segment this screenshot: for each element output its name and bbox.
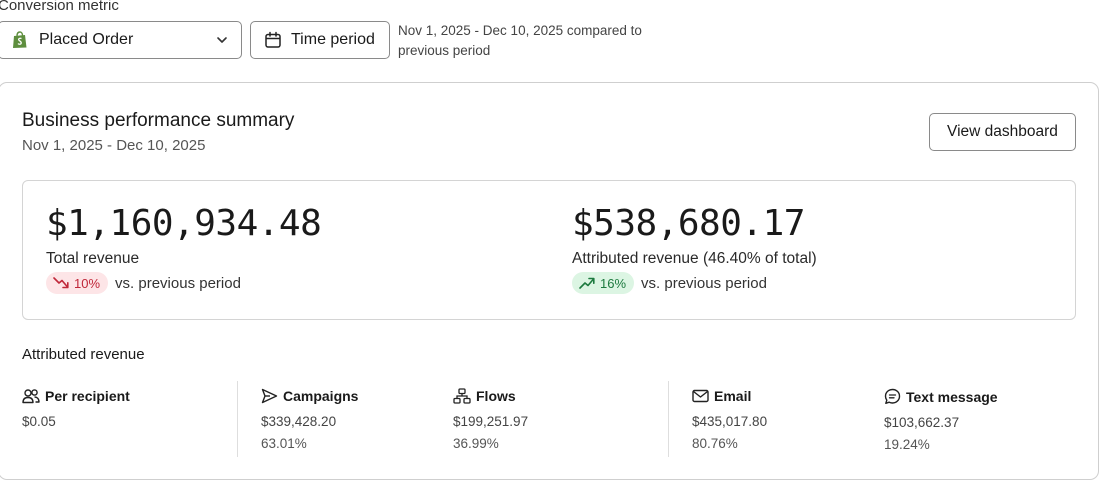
metric-flows: Flows $199,251.97 36.99% — [453, 388, 528, 451]
attributed-revenue-change: 16% vs. previous period — [572, 272, 817, 294]
negative-change-badge: 10% — [46, 272, 109, 294]
metric-percent: 63.01% — [261, 436, 307, 451]
conversion-metric-label: Conversion metric — [0, 0, 119, 14]
time-period-label: Time period — [291, 31, 375, 48]
metric-label: Flows — [476, 388, 516, 404]
conversion-metric-select[interactable]: Placed Order — [0, 21, 242, 59]
revenue-totals-panel: $1,160,934.48 Total revenue 10% vs. prev… — [22, 180, 1076, 320]
view-dashboard-button[interactable]: View dashboard — [929, 113, 1076, 151]
metric-per-recipient: Per recipient $0.05 — [22, 388, 130, 429]
attributed-revenue-heading: Attributed revenue — [22, 346, 145, 363]
total-change-suffix: vs. previous period — [115, 274, 241, 292]
total-revenue-label: Total revenue — [46, 250, 140, 267]
positive-change-badge: 16% — [572, 272, 635, 294]
conversion-metric-value: Placed Order — [39, 31, 134, 48]
message-icon — [884, 388, 901, 404]
calendar-icon — [265, 31, 281, 48]
metric-label: Campaigns — [283, 388, 359, 404]
attributed-revenue-amount: $538,680.17 — [572, 203, 805, 244]
comparison-period-note: Nov 1, 2025 - Dec 10, 2025 compared to p… — [398, 23, 642, 58]
flow-icon — [453, 388, 471, 404]
attributed-revenue-label: Attributed revenue (46.40% of total) — [572, 250, 817, 267]
metric-label: Email — [714, 388, 752, 404]
attributed-revenue-block: $538,680.17 Attributed revenue (46.40% o… — [572, 203, 817, 294]
metric-percent: 80.76% — [692, 436, 738, 451]
business-performance-card: Business performance summary Nov 1, 2025… — [0, 82, 1099, 480]
metric-value: $199,251.97 — [453, 414, 529, 429]
card-title: Business performance summary — [22, 110, 295, 131]
total-revenue-change: 10% vs. previous period — [46, 272, 321, 294]
divider — [668, 381, 669, 457]
metric-value: $103,662.37 — [884, 415, 960, 430]
card-date-range: Nov 1, 2025 - Dec 10, 2025 — [22, 137, 206, 154]
time-period-button[interactable]: Time period — [250, 21, 390, 59]
metric-text-message: Text message $103,662.37 19.24% — [884, 388, 998, 453]
mail-icon — [692, 389, 709, 403]
metric-value: $435,017.80 — [692, 414, 768, 429]
metric-campaigns: Campaigns $339,428.20 63.01% — [261, 388, 358, 451]
trend-down-icon — [53, 277, 69, 289]
attributed-change-suffix: vs. previous period — [641, 274, 767, 292]
send-icon — [261, 388, 278, 404]
trend-up-icon — [579, 277, 595, 289]
metric-percent: 19.24% — [884, 437, 930, 452]
chevron-down-icon — [217, 37, 227, 43]
metric-email: Email $435,017.80 80.76% — [692, 388, 767, 451]
users-icon — [22, 389, 40, 404]
metric-percent: 36.99% — [453, 436, 499, 451]
shopify-bag-icon — [11, 31, 29, 49]
metric-value: $0.05 — [22, 414, 56, 429]
metric-label: Per recipient — [45, 388, 130, 404]
total-revenue-block: $1,160,934.48 Total revenue 10% vs. prev… — [46, 203, 322, 294]
divider — [237, 381, 238, 457]
metric-value: $339,428.20 — [261, 414, 337, 429]
attributed-change-value: 16% — [600, 275, 627, 291]
metric-label: Text message — [906, 388, 998, 405]
total-change-value: 10% — [74, 275, 101, 291]
total-revenue-amount: $1,160,934.48 — [46, 203, 322, 244]
